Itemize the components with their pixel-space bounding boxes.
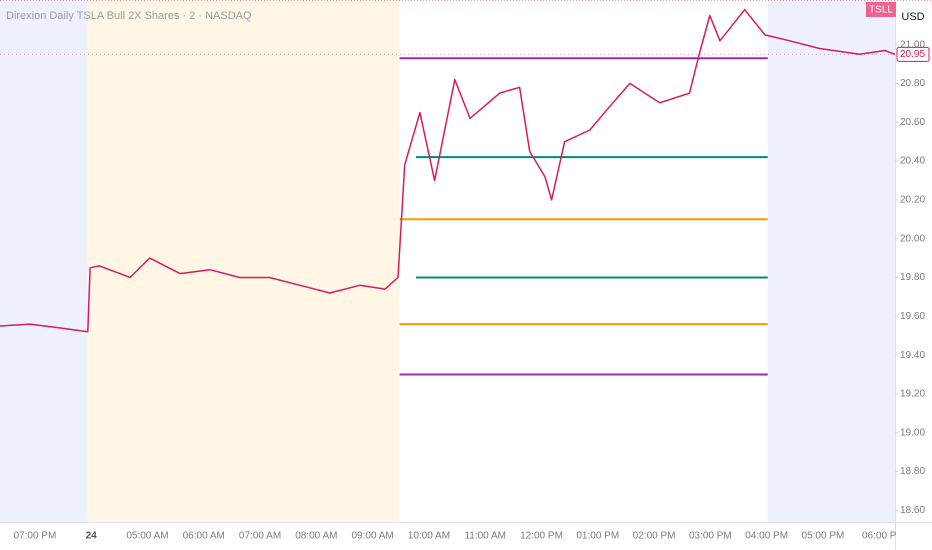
session-band [0, 0, 88, 522]
x-tick-label: 06:00 AM [183, 531, 225, 542]
x-tick-label: 03:00 PM [689, 531, 732, 542]
x-tick-label: 07:00 PM [13, 531, 56, 542]
y-tick-label: 20.00 [900, 233, 925, 244]
y-tick-label: 19.80 [900, 272, 925, 283]
x-tick-label: 07:00 AM [239, 531, 281, 542]
y-tick-label: 20.40 [900, 156, 925, 167]
x-tick-label: 10:00 AM [408, 531, 450, 542]
y-tick-label: 21.00 [900, 39, 925, 50]
x-tick-label: 02:00 PM [633, 531, 676, 542]
session-band [87, 0, 400, 522]
x-tick-label: 05:00 PM [802, 531, 845, 542]
x-tick-label: 12:00 PM [520, 531, 563, 542]
last-price-label: 20.95 [900, 49, 925, 60]
x-tick-label: 01:00 PM [576, 531, 619, 542]
y-tick-label: 20.20 [900, 195, 925, 206]
x-tick-label: 04:00 PM [745, 531, 788, 542]
symbol: TSLL [869, 5, 893, 16]
y-tick-label: 19.40 [900, 350, 925, 361]
x-tick-label: 24 [86, 531, 98, 542]
x-tick-label: 08:00 AM [295, 531, 337, 542]
backgrounds [0, 0, 895, 522]
price-line [0, 8, 896, 333]
y-tick-label: 20.80 [900, 78, 925, 89]
plot [0, 8, 896, 376]
y-tick-label: 19.60 [900, 311, 925, 322]
y-tick-label: 19.20 [900, 389, 925, 400]
session-band [767, 0, 895, 522]
currency: USD [901, 11, 924, 23]
y-tick-label: 19.00 [900, 427, 925, 438]
y-tick-label: 18.80 [900, 466, 925, 477]
last-price-badge [896, 46, 930, 62]
chart-title: Direxion Daily TSLA Bull 2X Shares · 2 ·… [6, 10, 252, 22]
x-tick-label: 11:00 AM [464, 531, 506, 542]
x-tick-label: 06:00 P [862, 531, 897, 542]
x-tick-label: 05:00 AM [126, 531, 168, 542]
y-tick-label: 18.60 [900, 505, 925, 516]
x-tick-label: 09:00 AM [352, 531, 394, 542]
symbol-badge [866, 2, 896, 17]
y-tick-label: 20.60 [900, 117, 925, 128]
